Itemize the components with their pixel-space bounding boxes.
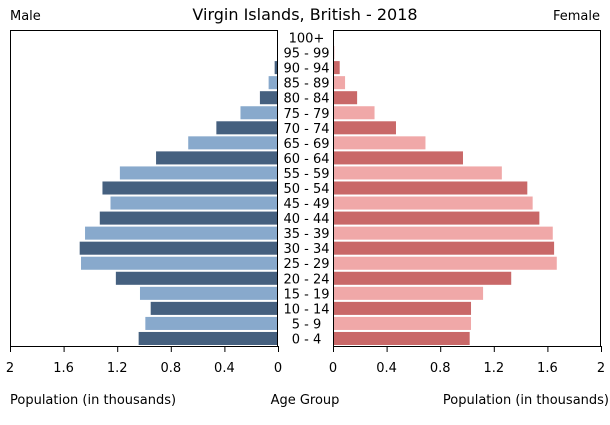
male-bar-9 — [119, 166, 278, 180]
male-x-tick-label-2: 1.2 — [107, 361, 128, 376]
age-label-17: 15 - 19 — [283, 287, 329, 302]
female-bars — [333, 46, 557, 345]
female-x-tick-label-0: 0 — [329, 361, 337, 376]
female-bar-17 — [333, 286, 484, 300]
female-bar-11 — [333, 196, 533, 210]
male-bar-15 — [81, 256, 279, 270]
age-label-11: 45 - 49 — [283, 197, 329, 212]
male-bar-12 — [99, 211, 278, 225]
male-x-tick-label-0: 2 — [6, 361, 14, 376]
x-axes: 2 0 1.6 0.4 1.2 0.8 0.8 1.2 0.4 1.6 0 2 — [6, 346, 605, 376]
age-label-4: 80 - 84 — [283, 92, 329, 107]
male-bar-2 — [274, 61, 278, 75]
female-x-tick-label-1: 0.4 — [376, 361, 397, 376]
age-group-axis-label: Age Group — [270, 393, 340, 408]
male-bar-10 — [102, 181, 279, 195]
female-bar-5 — [333, 106, 375, 120]
male-x-tick-label-1: 1.6 — [53, 361, 74, 376]
female-bar-16 — [333, 271, 512, 285]
female-bar-7 — [333, 136, 426, 150]
male-bar-13 — [85, 226, 278, 240]
age-label-0: 100+ — [289, 32, 325, 47]
female-bar-10 — [333, 181, 528, 195]
age-label-3: 85 - 89 — [283, 77, 329, 92]
age-label-19: 5 - 9 — [292, 317, 322, 332]
female-bar-9 — [333, 166, 502, 180]
age-label-7: 65 - 69 — [283, 137, 329, 152]
male-bar-8 — [156, 151, 278, 165]
male-bar-17 — [139, 286, 278, 300]
female-bar-14 — [333, 241, 555, 255]
age-label-13: 35 - 39 — [283, 227, 329, 242]
male-bar-4 — [259, 91, 278, 105]
x-axis-label-female: Population (in thousands) — [442, 393, 609, 408]
chart-title: Virgin Islands, British - 2018 — [192, 5, 418, 24]
age-label-14: 30 - 34 — [283, 242, 329, 257]
age-label-5: 75 - 79 — [283, 107, 329, 122]
male-bars — [79, 46, 279, 345]
age-label-10: 50 - 54 — [283, 182, 329, 197]
age-label-16: 20 - 24 — [283, 272, 329, 287]
female-bar-20 — [333, 331, 470, 345]
male-bar-16 — [115, 271, 278, 285]
female-bar-13 — [333, 226, 553, 240]
female-bar-18 — [333, 301, 472, 315]
age-label-8: 60 - 64 — [283, 152, 329, 167]
female-bar-8 — [333, 151, 463, 165]
male-x-tick-label-4: 0.4 — [214, 361, 235, 376]
age-label-12: 40 - 44 — [283, 212, 329, 227]
female-x-tick-label-3: 1.2 — [483, 361, 504, 376]
age-label-1: 95 - 99 — [283, 47, 329, 62]
female-bar-2 — [333, 61, 340, 75]
female-x-tick-label-4: 1.6 — [537, 361, 558, 376]
male-bar-3 — [268, 76, 278, 90]
male-bar-11 — [110, 196, 278, 210]
female-x-tick-label-5: 2 — [597, 361, 605, 376]
male-bar-6 — [216, 121, 278, 135]
male-bar-5 — [240, 106, 278, 120]
male-header: Male — [10, 9, 41, 24]
female-bar-4 — [333, 91, 358, 105]
female-x-tick-label-2: 0.8 — [430, 361, 451, 376]
male-x-tick-label-3: 0.8 — [160, 361, 181, 376]
female-header: Female — [552, 9, 600, 24]
age-label-20: 0 - 4 — [292, 332, 322, 347]
age-label-9: 55 - 59 — [283, 167, 329, 182]
female-bar-3 — [333, 76, 346, 90]
male-bar-20 — [138, 331, 278, 345]
male-bar-14 — [79, 241, 279, 255]
age-label-6: 70 - 74 — [283, 122, 329, 137]
age-label-2: 90 - 94 — [283, 62, 329, 77]
female-bar-19 — [333, 316, 472, 330]
male-bar-18 — [150, 301, 278, 315]
x-axis-label-male: Population (in thousands) — [10, 393, 177, 408]
male-bar-7 — [188, 136, 278, 150]
female-bar-6 — [333, 121, 396, 135]
age-label-18: 10 - 14 — [283, 302, 329, 317]
male-x-tick-label-5: 0 — [274, 361, 282, 376]
female-bar-12 — [333, 211, 540, 225]
age-label-15: 25 - 29 — [283, 257, 329, 272]
male-bar-19 — [145, 316, 278, 330]
female-bar-15 — [333, 256, 557, 270]
